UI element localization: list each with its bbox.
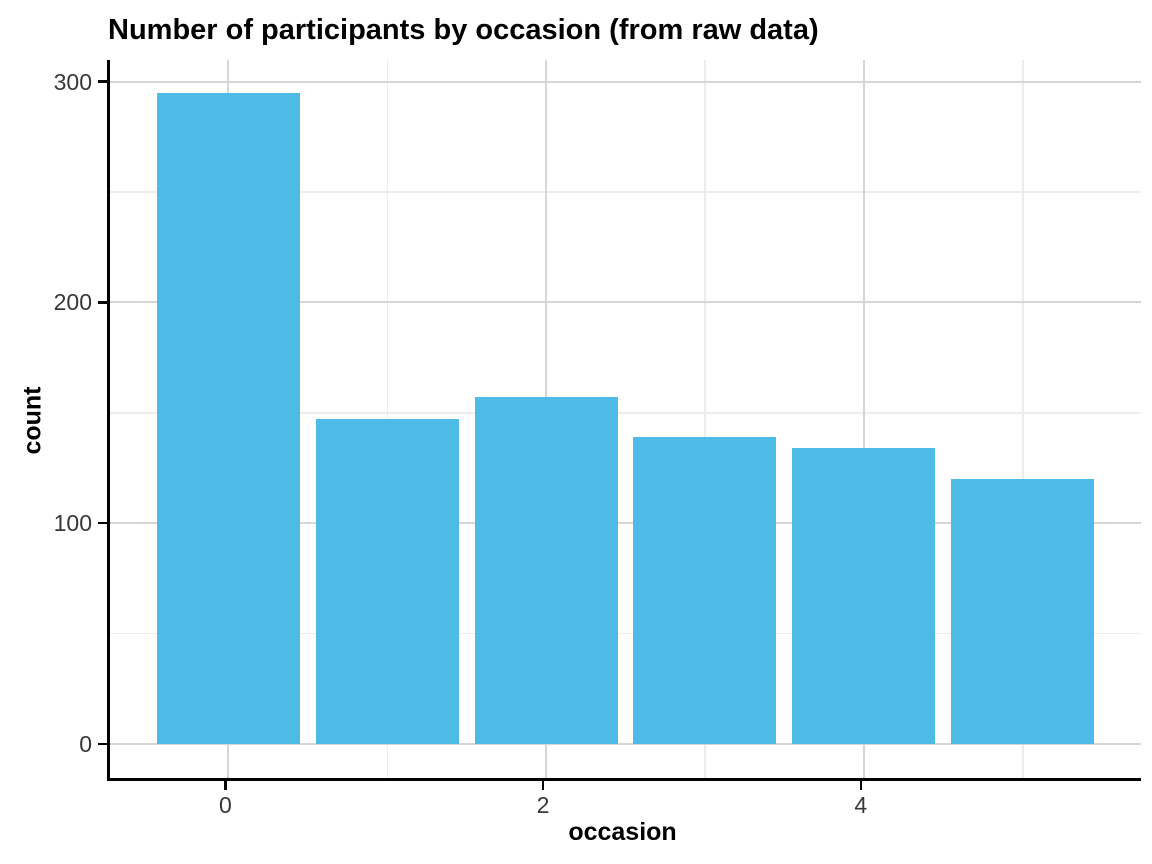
y-tick-mark — [98, 742, 107, 746]
minor-gridline-y — [110, 632, 1141, 635]
y-axis-title: count — [18, 386, 47, 455]
chart-title: Number of participants by occasion (from… — [108, 14, 819, 46]
x-axis-title: occasion — [568, 818, 677, 846]
x-tick-mark — [859, 781, 863, 790]
major-gridline-x — [862, 60, 865, 778]
bar-occasion-0 — [156, 92, 300, 744]
x-tick-label: 0 — [218, 792, 232, 818]
minor-gridline-x — [704, 60, 706, 778]
y-tick-mark — [98, 521, 107, 525]
y-tick-mark — [98, 80, 107, 83]
major-gridline-y — [110, 742, 1141, 745]
bar-occasion-4 — [792, 447, 936, 744]
minor-gridline-x — [386, 60, 389, 778]
bar-occasion-5 — [951, 478, 1095, 744]
plot-panel — [107, 60, 1141, 781]
major-gridline-y — [110, 80, 1141, 83]
x-tick-label: 4 — [854, 792, 868, 818]
major-gridline-y — [110, 522, 1141, 525]
minor-gridline-y — [110, 412, 1141, 414]
y-tick-label: 0 — [79, 730, 92, 757]
bar-occasion-3 — [633, 436, 777, 744]
minor-gridline-x — [1022, 60, 1024, 778]
y-tick-label: 300 — [53, 68, 92, 95]
x-tick-mark — [224, 781, 227, 790]
x-tick-label: 2 — [536, 792, 550, 818]
bar-occasion-1 — [315, 419, 459, 744]
y-tick-label: 200 — [53, 289, 92, 316]
bar-occasion-2 — [474, 397, 618, 744]
y-tick-mark — [98, 301, 107, 304]
y-tick-label: 100 — [53, 510, 92, 537]
x-tick-mark — [541, 781, 545, 790]
minor-gridline-y — [110, 191, 1141, 193]
major-gridline-y — [110, 301, 1141, 304]
